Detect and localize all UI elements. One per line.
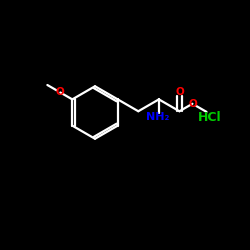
Text: NH₂: NH₂: [146, 112, 169, 122]
Text: O: O: [188, 99, 197, 109]
Text: HCl: HCl: [198, 111, 222, 124]
Text: O: O: [56, 88, 65, 98]
Text: O: O: [175, 87, 184, 97]
